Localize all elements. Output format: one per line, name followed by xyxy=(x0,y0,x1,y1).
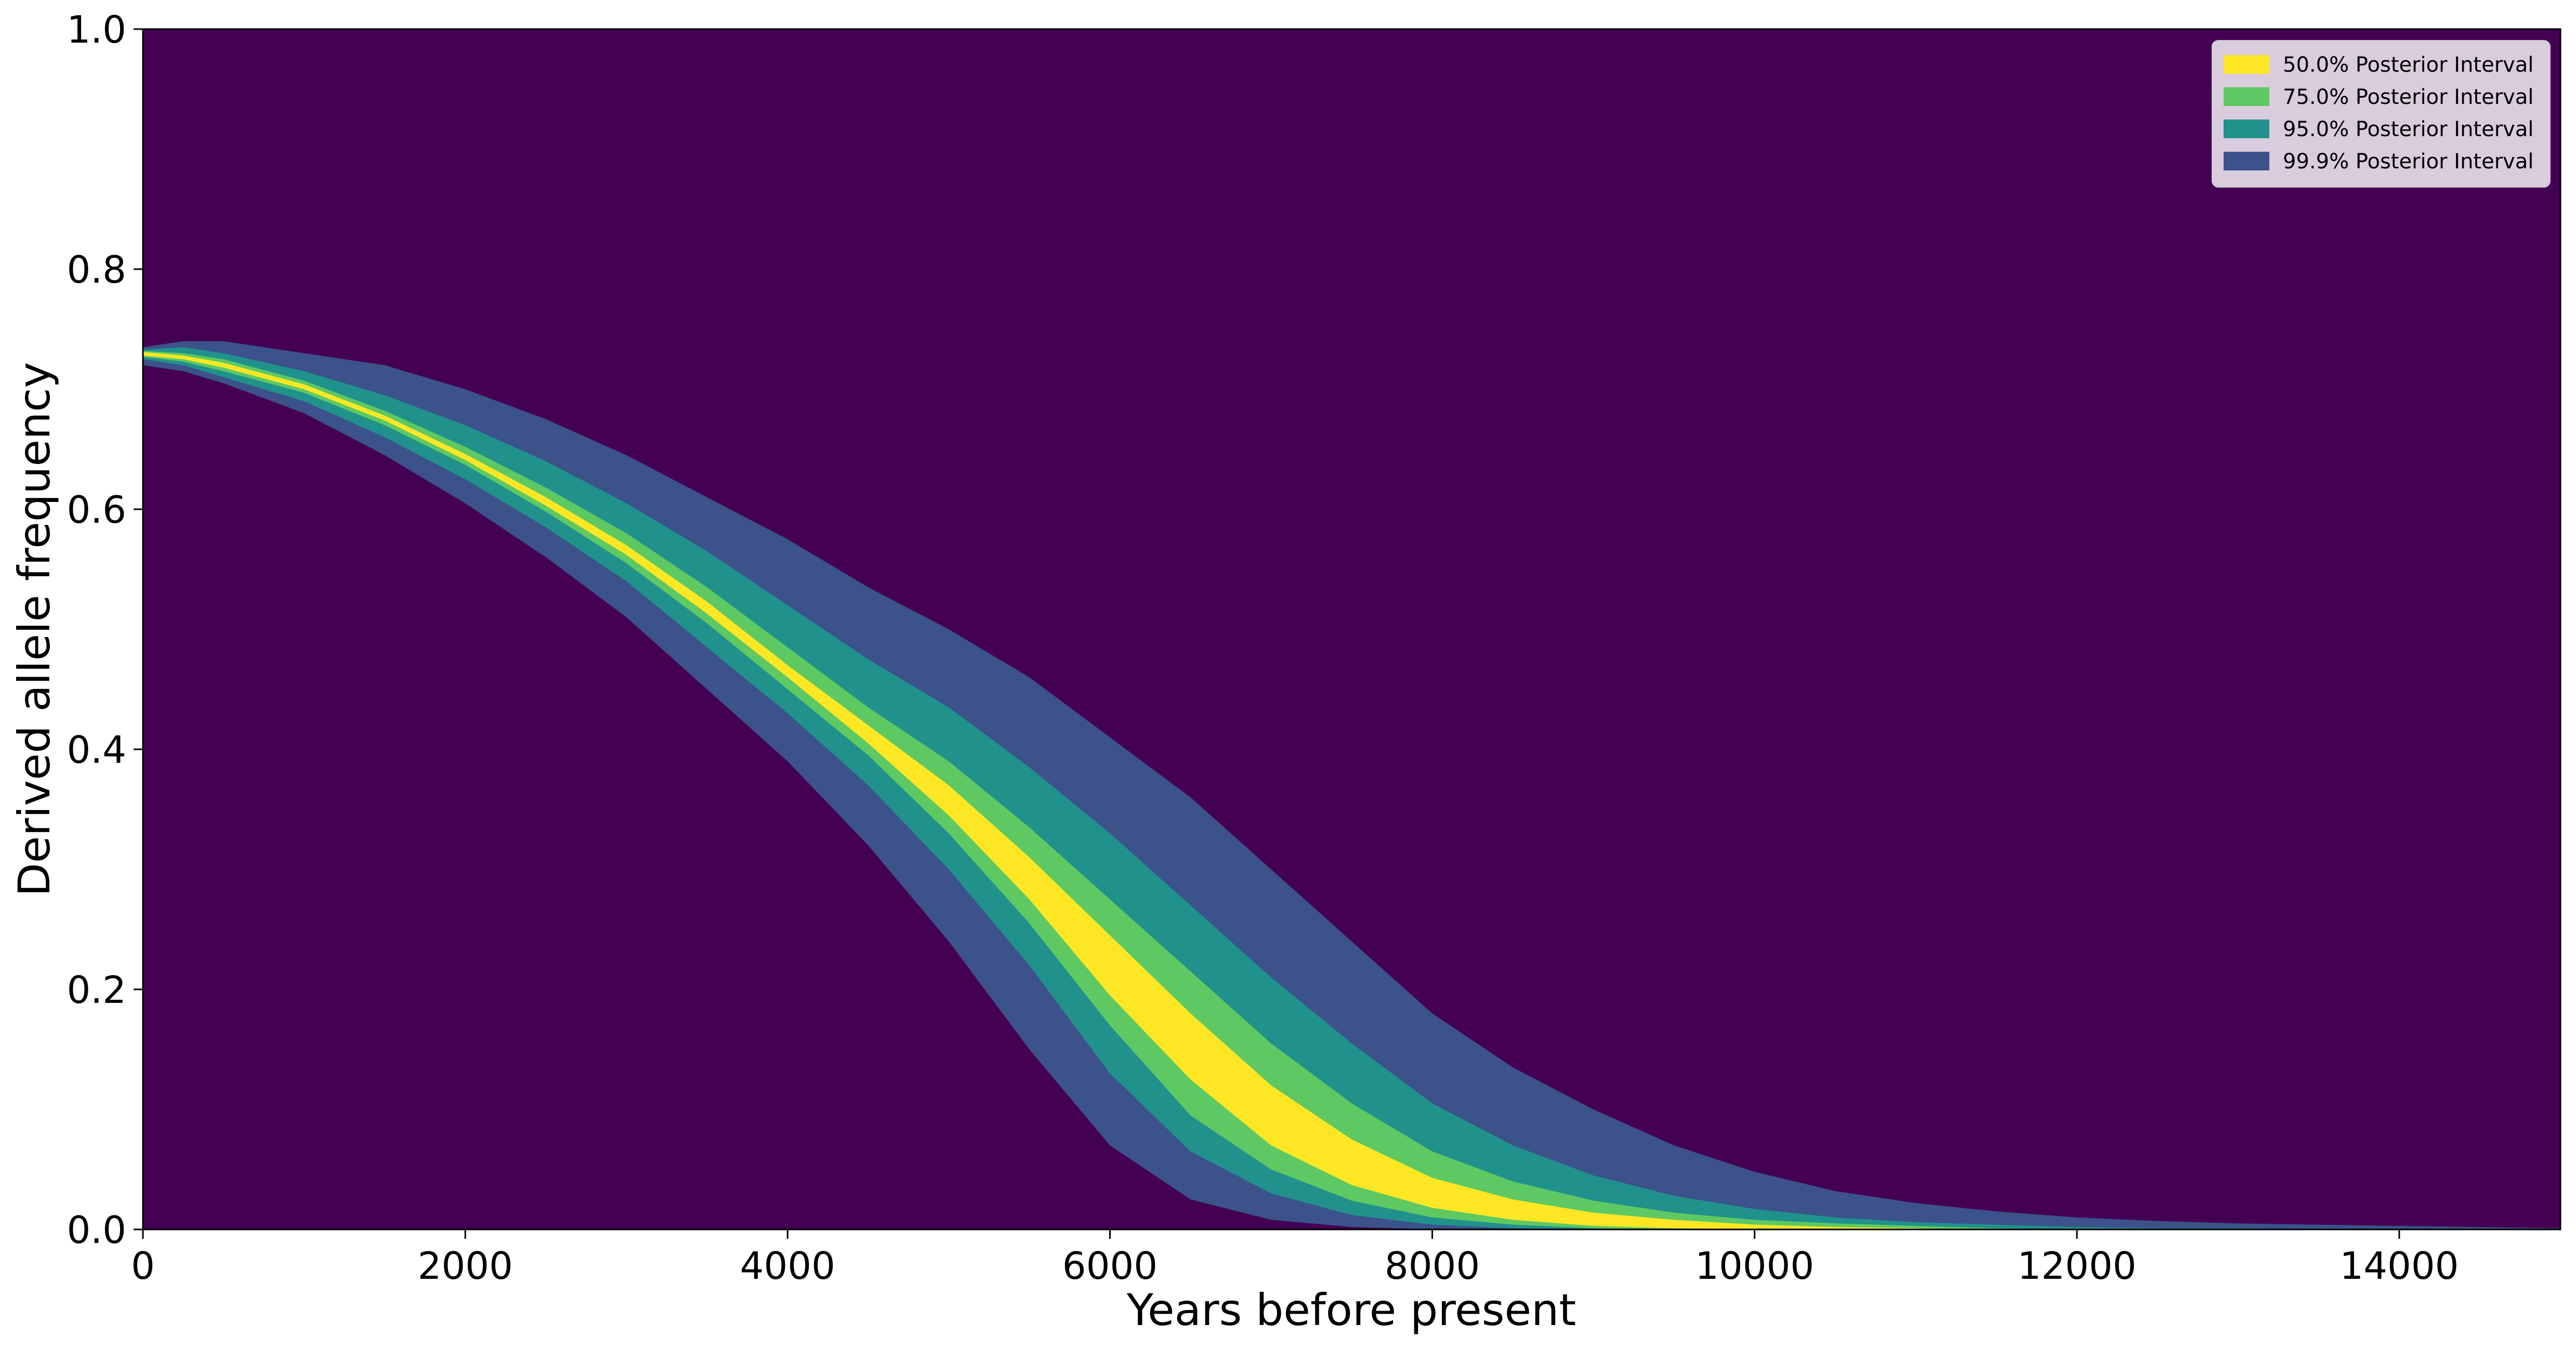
x-tick-label: 4000 xyxy=(740,1244,835,1288)
legend-swatch xyxy=(2224,87,2269,106)
band-layer xyxy=(143,341,2560,1230)
y-tick-label: 0.8 xyxy=(67,248,126,292)
legend-label: 75.0% Posterior Interval xyxy=(2283,85,2533,109)
x-tick-label: 2000 xyxy=(418,1244,513,1288)
y-tick-label: 0.6 xyxy=(67,488,126,532)
x-axis: 0 2000 4000 6000 8000 10000 12000 14000 xyxy=(131,1229,2459,1288)
plot-frame xyxy=(142,28,2561,1230)
legend-swatch xyxy=(2224,152,2269,170)
legend-label: 50.0% Posterior Interval xyxy=(2283,53,2533,77)
x-tick-label: 8000 xyxy=(1385,1244,1480,1288)
x-tick-label: 14000 xyxy=(2340,1244,2459,1288)
y-tick-label: 1.0 xyxy=(67,8,126,51)
y-tick-label: 0.0 xyxy=(67,1208,126,1252)
legend-swatch xyxy=(2224,120,2269,138)
band-95-0 xyxy=(143,347,2560,1230)
legend-box xyxy=(2212,40,2551,188)
band-99-9 xyxy=(143,341,2560,1229)
x-tick-label: 10000 xyxy=(1695,1244,1814,1288)
x-axis-label: Years before present xyxy=(1126,1285,1576,1335)
y-axis-label: Derived allele frequency xyxy=(9,362,60,897)
legend: 50.0% Posterior Interval 75.0% Posterior … xyxy=(2212,40,2551,188)
y-tick-label: 0.2 xyxy=(67,968,126,1012)
legend-label: 95.0% Posterior Interval xyxy=(2283,117,2533,141)
x-tick-label: 6000 xyxy=(1062,1244,1158,1288)
x-tick-label: 12000 xyxy=(2017,1244,2136,1288)
legend-swatch xyxy=(2224,55,2269,74)
y-axis: 0.0 0.2 0.4 0.6 0.8 1.0 xyxy=(67,8,143,1252)
x-tick-label: 0 xyxy=(131,1244,155,1288)
legend-label: 99.9% Posterior Interval xyxy=(2283,150,2533,174)
y-tick-label: 0.4 xyxy=(67,728,126,772)
